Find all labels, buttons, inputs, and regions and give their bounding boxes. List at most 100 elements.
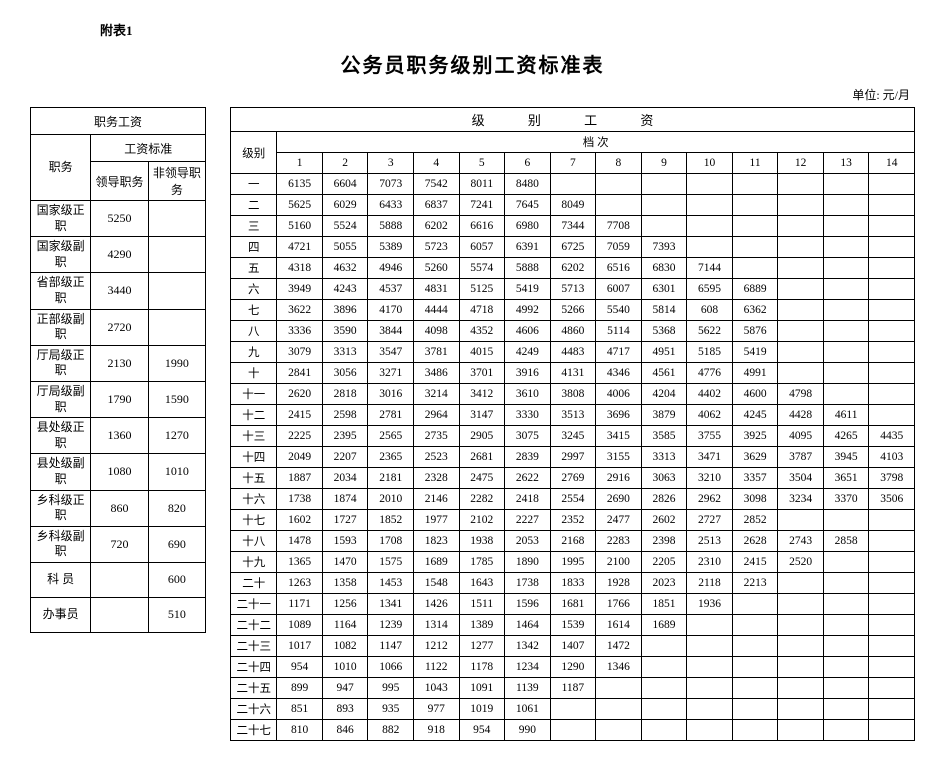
- salary-cell: 1614: [596, 615, 642, 636]
- salary-cell: 2681: [459, 447, 505, 468]
- salary-cell: 4204: [641, 384, 687, 405]
- level-cell: 十九: [231, 552, 277, 573]
- salary-cell: 4537: [368, 279, 414, 300]
- level-cell: 十七: [231, 510, 277, 531]
- salary-cell: [869, 531, 915, 552]
- salary-cell: 3629: [732, 447, 778, 468]
- level-cell: 二十二: [231, 615, 277, 636]
- table-row: 十三22252395256527352905307532453415358537…: [231, 426, 915, 447]
- salary-cell: 5368: [641, 321, 687, 342]
- grade-number-header: 12: [778, 153, 824, 174]
- salary-cell: 3622: [277, 300, 323, 321]
- nonleader-salary-cell: [148, 273, 205, 309]
- salary-cell: 1708: [368, 531, 414, 552]
- left-header-leader: 领导职务: [91, 162, 148, 201]
- right-header-main: 级 别 工 资: [231, 108, 915, 132]
- salary-cell: 3412: [459, 384, 505, 405]
- leader-salary-cell: 720: [91, 526, 148, 562]
- salary-cell: [823, 699, 869, 720]
- salary-cell: [778, 279, 824, 300]
- nonleader-salary-cell: [148, 309, 205, 345]
- salary-cell: 4831: [413, 279, 459, 300]
- table-row: 厅局级副 职17901590: [31, 381, 206, 417]
- level-cell: 二十六: [231, 699, 277, 720]
- salary-cell: [732, 636, 778, 657]
- salary-cell: [732, 615, 778, 636]
- salary-cell: [778, 678, 824, 699]
- table-row: 乡科级副 职720690: [31, 526, 206, 562]
- salary-cell: 4860: [550, 321, 596, 342]
- nonleader-salary-cell: 1590: [148, 381, 205, 417]
- salary-cell: 608: [687, 300, 733, 321]
- salary-cell: 1681: [550, 594, 596, 615]
- salary-cell: [687, 678, 733, 699]
- position-cell: 正部级副 职: [31, 309, 91, 345]
- salary-cell: 5888: [505, 258, 551, 279]
- level-cell: 二十五: [231, 678, 277, 699]
- level-cell: 十五: [231, 468, 277, 489]
- salary-cell: [687, 237, 733, 258]
- salary-cell: [778, 258, 824, 279]
- salary-cell: 1019: [459, 699, 505, 720]
- table-row: 六394942434537483151255419571360076301659…: [231, 279, 915, 300]
- salary-cell: 1464: [505, 615, 551, 636]
- nonleader-salary-cell: 600: [148, 562, 205, 597]
- salary-cell: 8480: [505, 174, 551, 195]
- salary-cell: 4243: [322, 279, 368, 300]
- salary-cell: [778, 510, 824, 531]
- salary-cell: [596, 720, 642, 741]
- salary-cell: 3210: [687, 468, 733, 489]
- salary-cell: 1511: [459, 594, 505, 615]
- salary-cell: [778, 699, 824, 720]
- table-row: 十八14781593170818231938205321682283239825…: [231, 531, 915, 552]
- table-row: 十七16021727185219772102222723522477260227…: [231, 510, 915, 531]
- grade-number-header: 9: [641, 153, 687, 174]
- table-row: 二十一1171125613411426151115961681176618511…: [231, 594, 915, 615]
- salary-cell: 4606: [505, 321, 551, 342]
- salary-cell: [869, 657, 915, 678]
- salary-cell: 2523: [413, 447, 459, 468]
- salary-cell: [823, 615, 869, 636]
- salary-cell: 4095: [778, 426, 824, 447]
- salary-cell: 5540: [596, 300, 642, 321]
- salary-cell: 3336: [277, 321, 323, 342]
- salary-cell: [869, 573, 915, 594]
- salary-cell: 3245: [550, 426, 596, 447]
- salary-cell: 5185: [687, 342, 733, 363]
- leader-salary-cell: 3440: [91, 273, 148, 309]
- salary-cell: 2168: [550, 531, 596, 552]
- level-cell: 七: [231, 300, 277, 321]
- position-cell: 厅局级正 职: [31, 345, 91, 381]
- salary-cell: 3079: [277, 342, 323, 363]
- salary-cell: 6889: [732, 279, 778, 300]
- salary-cell: 3651: [823, 468, 869, 489]
- salary-cell: 2207: [322, 447, 368, 468]
- salary-cell: 2905: [459, 426, 505, 447]
- salary-cell: 3313: [322, 342, 368, 363]
- table-row: 九307933133547378140154249448347174951518…: [231, 342, 915, 363]
- position-cell: 国家级副 职: [31, 237, 91, 273]
- salary-cell: [823, 279, 869, 300]
- salary-cell: 4265: [823, 426, 869, 447]
- salary-cell: 2146: [413, 489, 459, 510]
- salary-cell: 3844: [368, 321, 414, 342]
- salary-cell: 3781: [413, 342, 459, 363]
- table-row: 二十二108911641239131413891464153916141689: [231, 615, 915, 636]
- position-cell: 国家级正 职: [31, 201, 91, 237]
- salary-cell: 7241: [459, 195, 505, 216]
- nonleader-salary-cell: 1270: [148, 418, 205, 454]
- salary-cell: 6595: [687, 279, 733, 300]
- salary-cell: [823, 363, 869, 384]
- table-row: 二十12631358145315481643173818331928202321…: [231, 573, 915, 594]
- salary-cell: 2283: [596, 531, 642, 552]
- salary-cell: [641, 657, 687, 678]
- salary-cell: 5389: [368, 237, 414, 258]
- salary-cell: [732, 699, 778, 720]
- salary-cell: 3313: [641, 447, 687, 468]
- salary-cell: 5723: [413, 237, 459, 258]
- salary-cell: 5114: [596, 321, 642, 342]
- leader-salary-cell: 1790: [91, 381, 148, 417]
- salary-cell: 899: [277, 678, 323, 699]
- table-row: 三51605524588862026616698073447708: [231, 216, 915, 237]
- salary-cell: 4444: [413, 300, 459, 321]
